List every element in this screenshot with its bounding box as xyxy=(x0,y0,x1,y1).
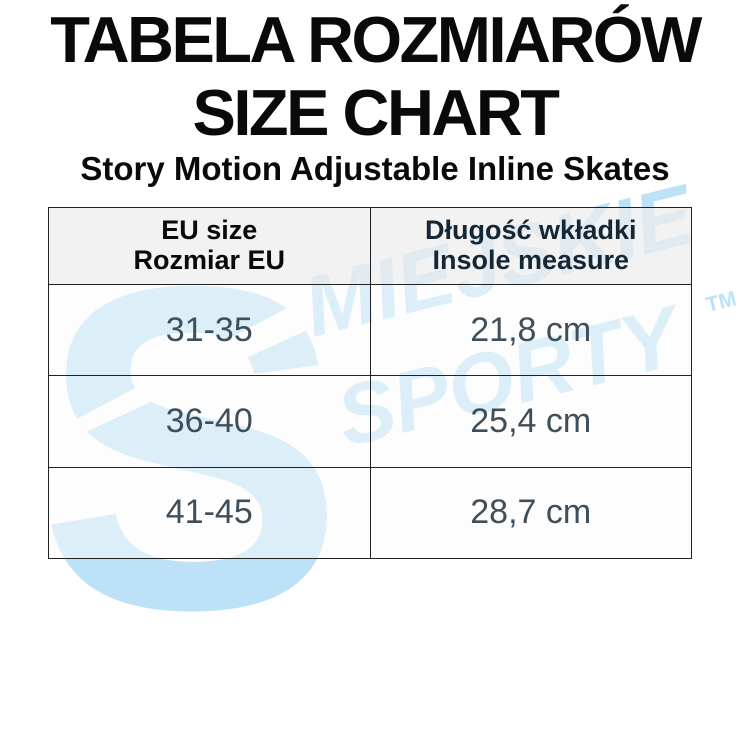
svg-text:TM: TM xyxy=(704,287,739,317)
